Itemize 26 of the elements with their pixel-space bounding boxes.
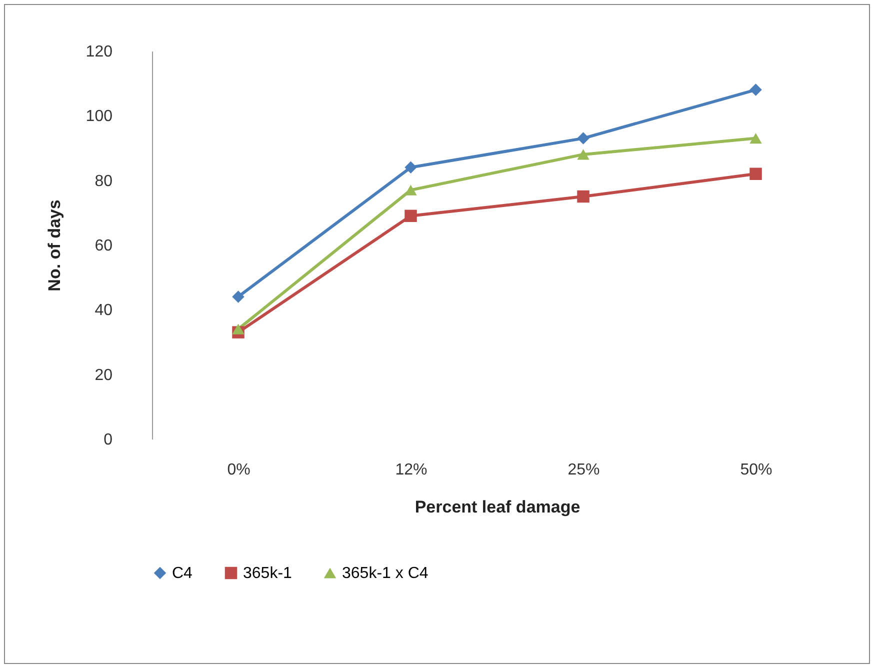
point: [404, 210, 417, 222]
point: [750, 84, 762, 96]
point: [404, 161, 417, 174]
x-tick-label: 0%: [227, 462, 250, 478]
y-tick-label: 80: [94, 172, 113, 190]
point: [232, 290, 244, 303]
y-tick-label: 120: [86, 44, 113, 60]
y-tick-label: 40: [94, 302, 113, 320]
x-tick-label: 25%: [568, 462, 600, 478]
point: [577, 149, 590, 160]
point: [232, 324, 244, 334]
y-tick-label: 20: [94, 366, 113, 384]
point: [577, 190, 590, 203]
point: [577, 132, 590, 144]
point: [750, 132, 762, 144]
legend-label: 365k-1 x C4: [342, 565, 428, 582]
y-tick-label: 60: [94, 238, 113, 254]
x-axis-title: Percent leaf damage: [414, 498, 580, 516]
y-tick-label: 100: [86, 108, 113, 126]
x-tick-label: 12%: [395, 462, 428, 478]
legend-label: 365k-1: [243, 565, 292, 582]
y-axis-title: No. of days: [44, 200, 64, 292]
point: [750, 168, 762, 180]
y-tick-label: 0: [104, 432, 113, 448]
legend-label: C4: [172, 565, 193, 582]
x-tick-label: 50%: [740, 462, 772, 478]
